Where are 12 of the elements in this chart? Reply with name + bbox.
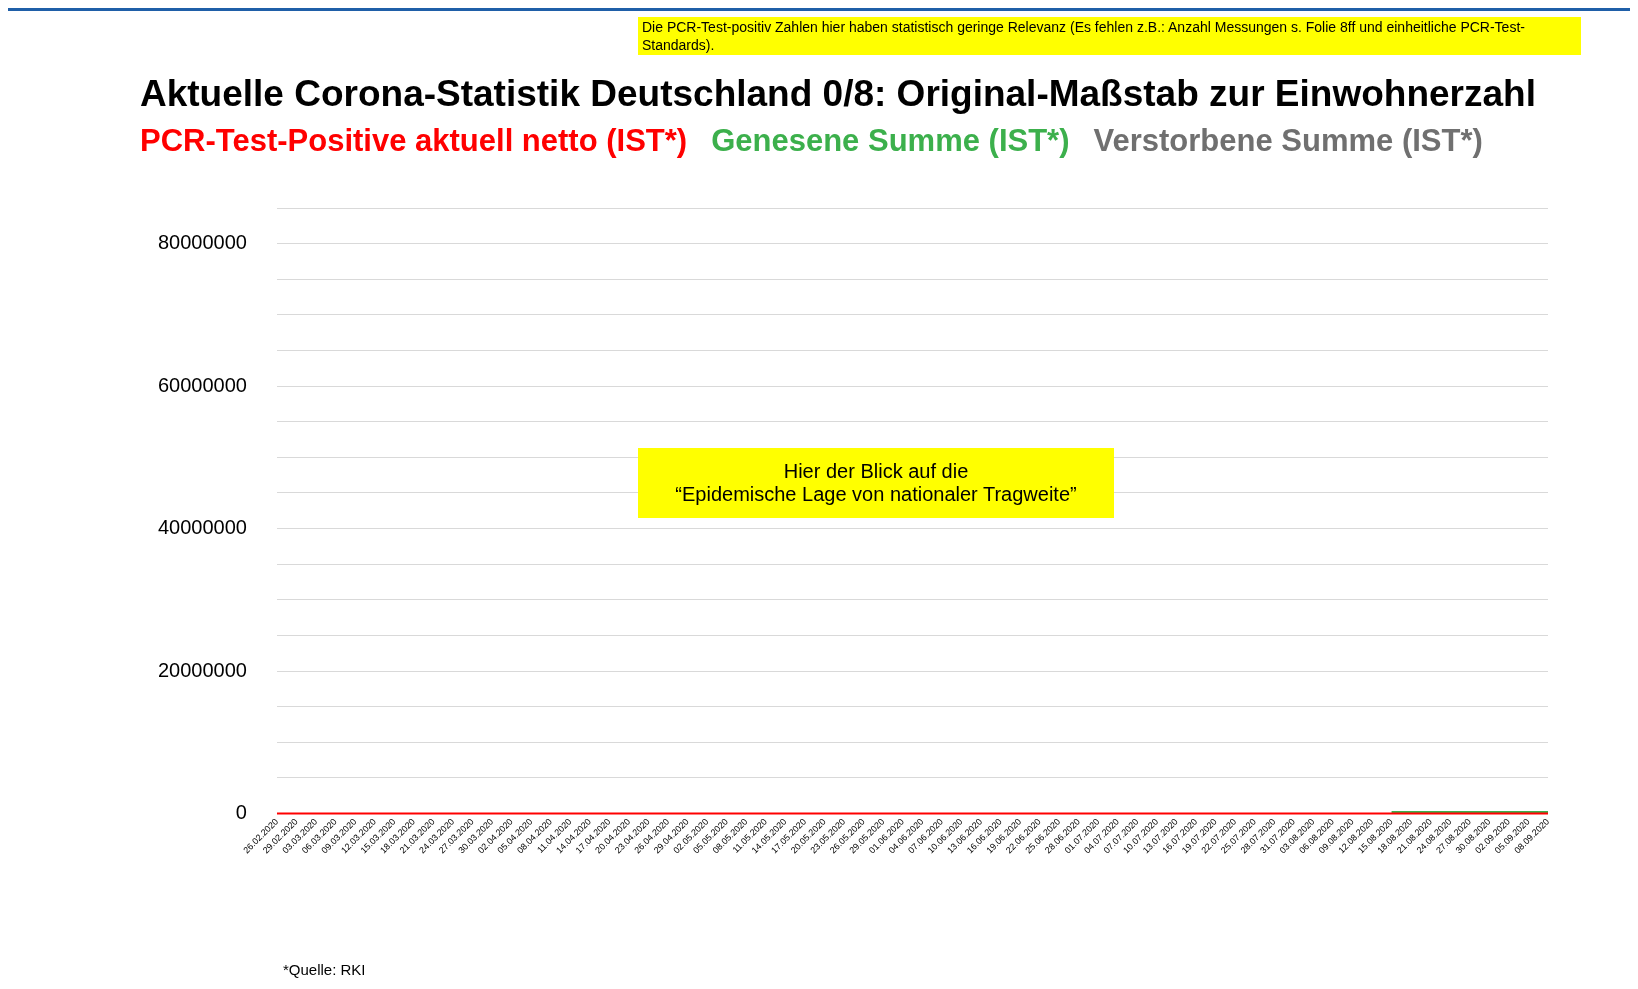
y-tick-label: 80000000 [158,231,247,254]
y-tick-label: 0 [235,801,247,824]
callout-box: Hier der Blick auf die “Epidemische Lage von nationaler Tragweite” [638,448,1114,518]
y-tick-label: 40000000 [158,516,247,539]
text: PCR-Test-Positive aktuell netto (IST*) [140,123,688,159]
legend-label: Verstorbene Summe (IST*) [1093,123,1483,159]
y-tick-label: 60000000 [158,373,247,396]
y-tick-label: 20000000 [158,658,247,681]
note-box: Die PCR-Test-positiv Zahlen hier haben statistisch geringe Relevanz (Es fehlen z.B.: Anzahl Messungen s. Folie 8ff und einheitliche PCR-Test-Standards). [638,17,1581,55]
chart-title: Aktuelle Corona-Statistik Deutschland 0/8: Original-Maßstab zur Einwohnerzahl [140,73,1536,115]
text: *Quelle: RKI [283,961,366,978]
text: Genesene Summe (IST*) [711,123,1070,159]
